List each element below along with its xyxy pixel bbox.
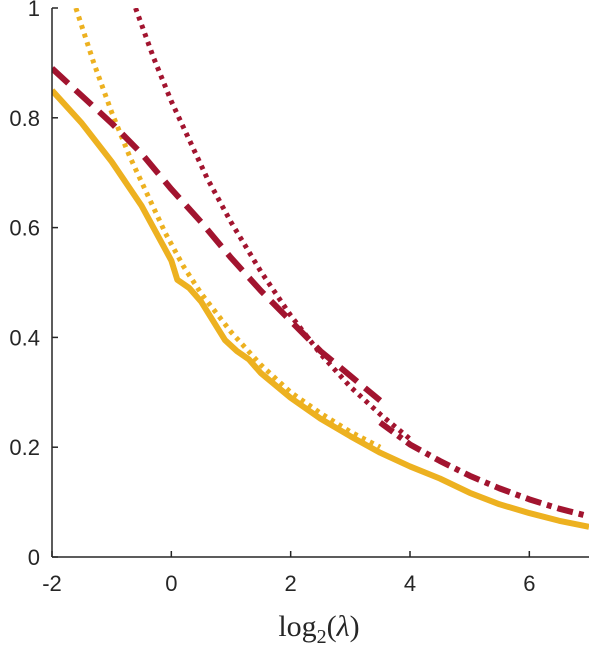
y-tick-label: 0.2 bbox=[9, 435, 40, 460]
y-tick-label: 0.6 bbox=[9, 216, 40, 241]
series-line-5-dash-dot bbox=[378, 420, 589, 520]
series-line-2-dotted bbox=[73, 8, 382, 450]
x-tick-label: 6 bbox=[523, 571, 535, 596]
tick-labels: -2 0 2 4 600.20.40.60.81 bbox=[9, 0, 535, 596]
x-axis-title: log2(λ) bbox=[278, 610, 359, 647]
y-tick-label: 0.4 bbox=[9, 325, 40, 350]
x-tick-label: -2 bbox=[42, 571, 62, 596]
y-tick-label: 0.8 bbox=[9, 106, 40, 131]
series-line-4-dotted bbox=[133, 8, 412, 441]
x-tick-label: 0 bbox=[165, 571, 177, 596]
x-tick-label: 2 bbox=[285, 571, 297, 596]
series-line-3-dashed bbox=[52, 66, 383, 403]
x-tick-label: 4 bbox=[404, 571, 416, 596]
series-lines bbox=[52, 8, 589, 530]
series-line-1-solid bbox=[52, 88, 589, 530]
y-tick-label: 1 bbox=[28, 0, 40, 21]
axes bbox=[51, 7, 589, 558]
y-tick-label: 0 bbox=[28, 545, 40, 570]
